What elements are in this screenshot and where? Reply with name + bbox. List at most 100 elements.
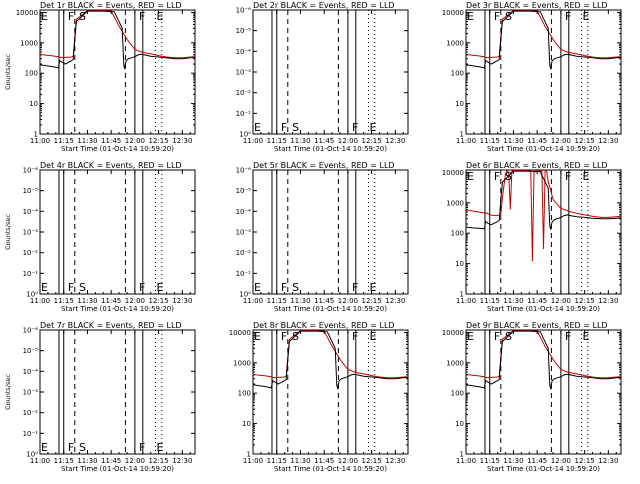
x-tick-label: 12:15 xyxy=(362,457,382,465)
phase-marker: S xyxy=(79,281,86,294)
events-series-line xyxy=(466,330,621,390)
y-tick-label: 10⁻³ xyxy=(236,69,252,77)
x-tick-label: 11:00 xyxy=(456,297,476,305)
x-tick-label: 11:15 xyxy=(267,137,287,145)
y-tick-label: 10⁻⁵ xyxy=(23,347,39,355)
x-tick-label: 12:00 xyxy=(338,137,358,145)
lld-series-line xyxy=(40,10,195,59)
phase-marker: F xyxy=(68,10,74,23)
x-tick-label: 12:00 xyxy=(338,457,358,465)
phase-marker: E xyxy=(156,281,163,294)
x-tick-label: 11:45 xyxy=(527,457,547,465)
x-tick-label: 11:15 xyxy=(480,297,500,305)
y-tick-label: 10⁻³ xyxy=(23,229,39,237)
y-tick-label: 10000 xyxy=(442,9,464,17)
y-tick-label: 10⁻⁴ xyxy=(23,208,39,216)
panel-title: Det 9r BLACK = Events, RED = LLD xyxy=(466,321,608,330)
x-tick-label: 11:00 xyxy=(30,457,50,465)
x-tick-label: 11:15 xyxy=(54,457,74,465)
x-tick-label: 12:15 xyxy=(362,297,382,305)
x-axis-label: Start Time (01-Oct-14 10:59:20) xyxy=(274,305,387,313)
y-tick-label: 10⁻² xyxy=(23,409,39,417)
events-series-line xyxy=(253,330,408,390)
y-tick-label: 10⁻¹ xyxy=(236,270,252,278)
phase-marker: F xyxy=(68,281,74,294)
y-tick-label: 1000 xyxy=(20,39,38,47)
x-tick-label: 12:30 xyxy=(598,297,618,305)
phase-marker: F xyxy=(494,10,500,23)
x-axis-label: Start Time (01-Oct-14 10:59:20) xyxy=(274,465,387,473)
y-axis-label: Counts/sec xyxy=(4,54,12,90)
y-tick-label: 10 xyxy=(455,100,464,108)
y-tick-label: 10 xyxy=(455,260,464,268)
x-tick-label: 12:30 xyxy=(598,457,618,465)
phase-marker: F xyxy=(494,170,500,183)
y-tick-label: 100 xyxy=(451,230,464,238)
x-tick-label: 11:30 xyxy=(503,457,523,465)
y-tick-label: 10⁻³ xyxy=(236,229,252,237)
phase-marker: E xyxy=(156,10,163,23)
y-tick-label: 10⁰ xyxy=(26,451,38,459)
y-tick-label: 10⁻⁴ xyxy=(23,368,39,376)
x-axis-label: Start Time (01-Oct-14 10:59:20) xyxy=(487,465,600,473)
x-axis-label: Start Time (01-Oct-14 10:59:20) xyxy=(61,465,174,473)
x-tick-label: 12:30 xyxy=(172,457,192,465)
y-tick-label: 10⁻⁵ xyxy=(236,27,252,35)
y-tick-label: 10000 xyxy=(16,9,38,17)
y-tick-label: 10 xyxy=(242,420,251,428)
x-tick-label: 11:45 xyxy=(527,137,547,145)
x-tick-label: 11:30 xyxy=(503,297,523,305)
y-tick-label: 10⁻² xyxy=(236,249,252,257)
phase-marker: F xyxy=(352,121,358,134)
y-tick-label: 10⁻² xyxy=(23,249,39,257)
y-tick-label: 10⁻² xyxy=(236,89,252,97)
y-tick-label: 10 xyxy=(29,100,38,108)
phase-marker: F xyxy=(565,10,571,23)
events-series-line xyxy=(40,10,195,70)
panel-title: Det 6r BLACK = Events, RED = LLD xyxy=(466,161,608,170)
y-tick-label: 10⁻¹ xyxy=(23,270,39,278)
x-tick-label: 11:00 xyxy=(30,137,50,145)
y-axis-label: Counts/sec xyxy=(4,214,12,250)
x-tick-label: 11:15 xyxy=(267,297,287,305)
x-tick-label: 11:45 xyxy=(314,457,334,465)
x-tick-label: 11:45 xyxy=(101,137,121,145)
panel-title: Det 5r BLACK = Events, RED = LLD xyxy=(253,161,395,170)
x-tick-label: 12:30 xyxy=(172,297,192,305)
detector-panel: Det 2r BLACK = Events, RED = LLD 11:00 11:… xyxy=(236,1,409,153)
x-tick-label: 12:00 xyxy=(551,137,571,145)
x-tick-label: 12:15 xyxy=(575,457,595,465)
phase-marker: F xyxy=(281,281,287,294)
phase-marker: S xyxy=(505,170,512,183)
x-axis-label: Start Time (01-Oct-14 10:59:20) xyxy=(61,305,174,313)
panel-title: Det 2r BLACK = Events, RED = LLD xyxy=(253,1,395,10)
x-axis-label: Start Time (01-Oct-14 10:59:20) xyxy=(487,145,600,153)
x-tick-label: 11:15 xyxy=(54,297,74,305)
phase-marker: F xyxy=(565,330,571,343)
phase-marker: E xyxy=(582,330,589,343)
detector-panel: Det 7r BLACK = Events, RED = LLD 11:00 11:… xyxy=(4,321,196,473)
plot-frame xyxy=(252,329,409,455)
plot-frame xyxy=(465,9,622,135)
detector-panel: Det 6r BLACK = Events, RED = LLD 11:00 11:… xyxy=(442,161,622,313)
x-tick-label: 12:00 xyxy=(125,297,145,305)
phase-marker: E xyxy=(582,10,589,23)
y-tick-label: 100 xyxy=(451,70,464,78)
y-tick-label: 10⁻⁴ xyxy=(236,208,252,216)
y-tick-label: 10⁻⁶ xyxy=(236,167,252,175)
phase-marker: S xyxy=(79,10,86,23)
phase-marker: F xyxy=(139,10,145,23)
x-tick-label: 11:45 xyxy=(527,297,547,305)
x-tick-label: 12:30 xyxy=(172,137,192,145)
lld-series-line xyxy=(253,330,408,379)
x-tick-label: 11:00 xyxy=(243,297,263,305)
phase-marker: E xyxy=(467,330,474,343)
x-tick-label: 11:15 xyxy=(480,137,500,145)
x-tick-label: 12:30 xyxy=(385,457,405,465)
events-series-line xyxy=(466,170,621,231)
phase-marker: E xyxy=(41,441,48,454)
phase-marker: E xyxy=(369,281,376,294)
phase-marker: E xyxy=(41,10,48,23)
